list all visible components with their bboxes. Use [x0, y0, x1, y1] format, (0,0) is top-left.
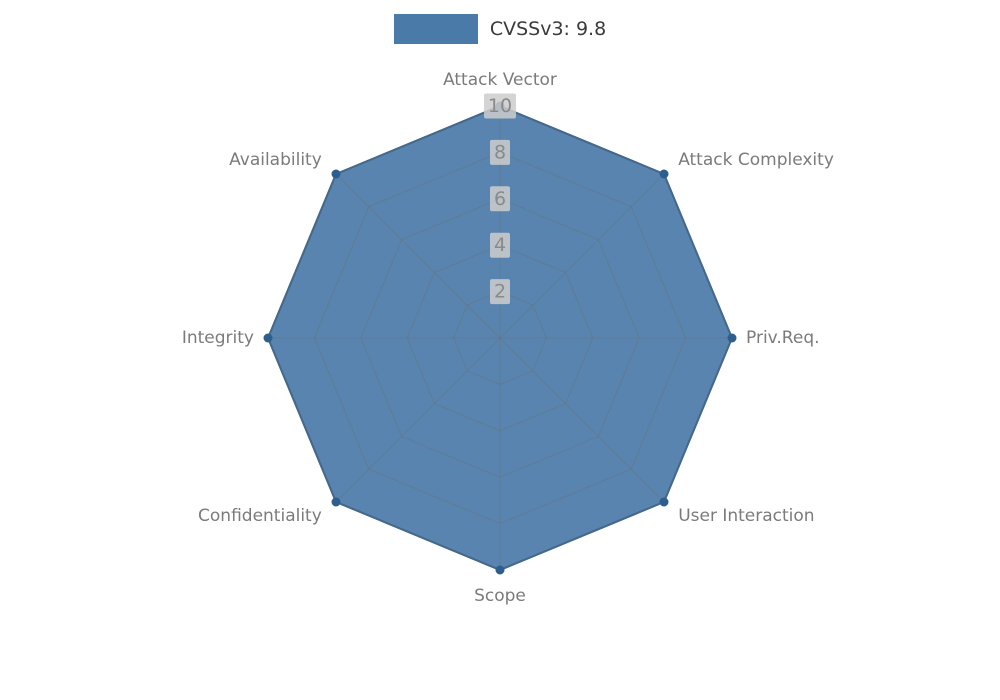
radial-tick-label: 6 — [494, 188, 506, 210]
axis-label-priv-req: Priv.Req. — [746, 328, 820, 348]
radial-tick-label: 8 — [494, 141, 506, 163]
grid-ring — [313, 151, 687, 525]
data-point-marker[interactable] — [263, 333, 273, 343]
grid-ring — [406, 244, 594, 432]
axis-label-attack-vector: Attack Vector — [443, 70, 557, 90]
grid-spoke — [335, 173, 501, 339]
tick-label-background — [490, 279, 510, 305]
grid-ring — [453, 291, 547, 385]
tick-label-background — [484, 93, 516, 119]
data-point-marker[interactable] — [331, 497, 341, 507]
radial-tick-label: 2 — [494, 281, 506, 303]
axis-label-scope: Scope — [474, 586, 526, 606]
axis-label-attack-complexity: Attack Complexity — [678, 150, 834, 170]
radial-tick-label: 10 — [488, 95, 512, 117]
grid-spoke — [499, 173, 665, 339]
data-point-marker[interactable] — [659, 169, 669, 179]
legend-swatch — [393, 14, 478, 44]
data-point-marker[interactable] — [659, 497, 669, 507]
data-point-marker[interactable] — [495, 565, 505, 575]
axis-label-availability: Availability — [229, 150, 322, 170]
legend-label: CVSSv3: 9.8 — [489, 18, 607, 40]
radial-tick-label: 4 — [494, 234, 506, 256]
grid-spoke — [335, 337, 501, 503]
tick-label-background — [490, 232, 510, 258]
axis-label-confidentiality: Confidentiality — [198, 506, 322, 526]
tick-label-background — [490, 139, 510, 165]
grid-ring — [360, 198, 640, 478]
tick-label-background — [490, 186, 510, 212]
grid-spoke — [499, 337, 665, 503]
data-point-marker[interactable] — [727, 333, 737, 343]
axis-label-integrity: Integrity — [182, 328, 254, 348]
axis-label-user-interaction: User Interaction — [678, 506, 814, 526]
data-point-marker[interactable] — [331, 169, 341, 179]
chart-legend: CVSSv3: 9.8 — [0, 14, 1000, 44]
